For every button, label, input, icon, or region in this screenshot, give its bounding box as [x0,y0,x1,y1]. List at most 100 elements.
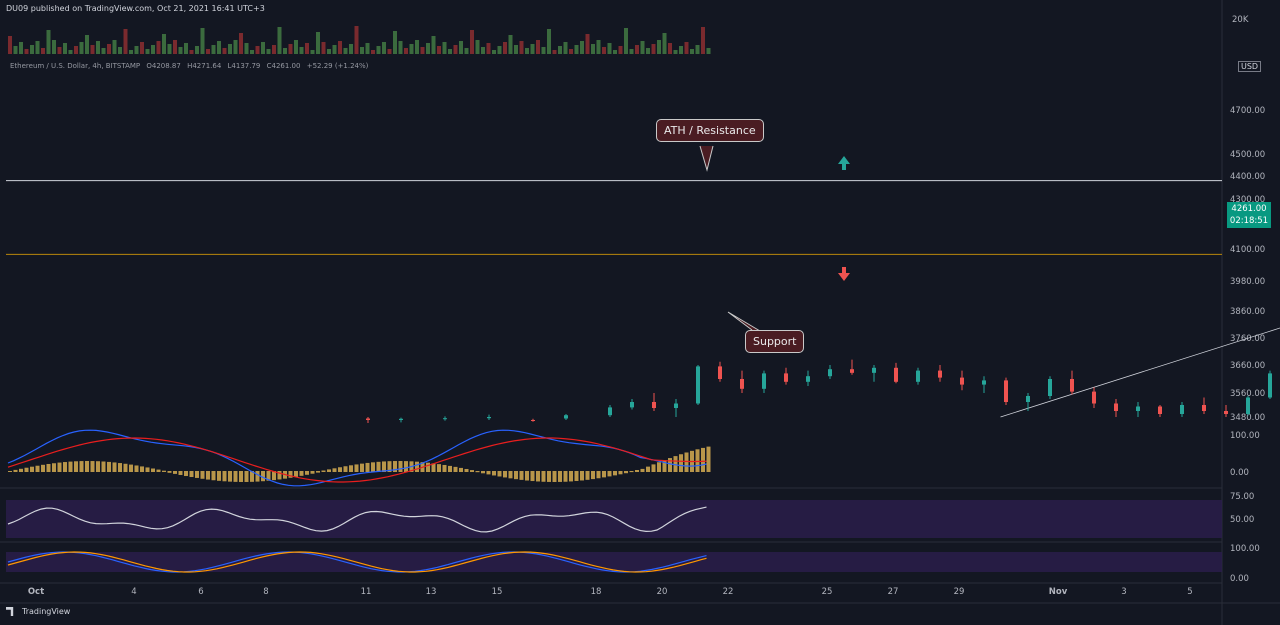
volume-bar [448,49,452,54]
macd-histogram-bar [107,461,111,472]
volume-bar [382,42,386,54]
candle-body [960,377,964,385]
candle-body [366,418,370,420]
up-arrow-icon [838,156,850,170]
volume-bar [35,41,40,54]
volume-bar [613,50,617,54]
date-tick-label: 18 [591,587,602,597]
volume-bar [536,40,540,54]
volume-bar [426,43,430,54]
down-arrow-icon [838,267,850,281]
volume-bar [52,40,56,54]
date-tick-label: 3 [1121,587,1126,597]
macd-histogram-bar [514,471,518,480]
macd-histogram-bar [96,461,100,472]
volume-bar [470,30,474,54]
price-tick-label: 3480.00 [1230,413,1265,423]
volume-bar [184,43,188,54]
volume-bar [662,33,667,54]
macd-histogram-bar [398,461,403,472]
volume-bar [415,40,419,54]
volume-bar [228,44,232,54]
macd-histogram-bar [294,471,298,477]
currency-label[interactable]: USD [1238,61,1262,72]
macd-histogram-bar [332,468,337,472]
macd-histogram-bar [448,465,452,472]
macd-histogram-bar [365,462,370,472]
rsi-band [6,500,1222,538]
macd-histogram-bar [393,461,397,472]
macd-histogram-bar [46,463,51,472]
volume-bar [272,45,276,54]
macd-histogram-bar [360,463,364,472]
macd-histogram-bar [492,471,496,476]
tradingview-logo[interactable]: TradingView [6,607,70,616]
candle-body [564,415,568,419]
macd-histogram-bar [431,463,436,472]
macd-histogram-bar [52,463,56,472]
support-pointer [727,311,761,332]
macd-histogram-bar [387,461,392,472]
macd-histogram-bar [35,465,40,472]
volume-bar [475,40,480,54]
volume-bar [618,46,623,54]
volume-bar [585,34,590,54]
macd-histogram-bar [145,467,150,472]
support-label: Support [745,330,805,353]
volume-bar [90,45,95,54]
macd-histogram-bar [486,471,491,475]
macd-tick-label: 0.00 [1230,468,1249,478]
volume-bar [580,41,584,54]
macd-histogram-bar [255,471,260,482]
macd-histogram-bar [239,471,243,482]
candle-body [696,366,700,404]
ohlc-change: +52.29 (+1.24%) [306,62,369,70]
volume-bar [167,44,172,54]
volume-bar [57,47,62,54]
volume-bar [492,50,496,54]
macd-histogram-bar [305,471,309,475]
volume-bar [404,48,408,54]
macd-histogram-bar [156,469,161,472]
macd-histogram-bar [338,467,342,472]
volume-bar [525,48,529,54]
volume-bar [250,50,254,54]
volume-bar [294,40,298,54]
macd-histogram-bar [343,466,348,472]
candle-body [608,407,612,416]
candle-body [740,379,744,389]
volume-bar [206,49,210,54]
macd-histogram-bar [442,464,447,472]
volume-bar [189,50,194,54]
candle-body [1136,406,1140,411]
macd-histogram-bar [552,471,557,482]
macd-histogram-bar [706,446,711,472]
macd-histogram-bar [684,452,689,472]
symbol-name: Ethereum / U.S. Dollar, 4h, BITSTAMP [10,62,141,70]
macd-histogram-bar [19,468,23,472]
volume-bar [530,44,535,54]
volume-bar [552,50,557,54]
date-tick-label: 13 [426,587,437,597]
candle-body [784,373,788,382]
publisher-caption: DU09 published on TradingView.com, Oct 2… [6,4,265,13]
macd-histogram-bar [189,471,194,478]
date-tick-label: 27 [888,587,899,597]
candle-body [916,370,920,382]
candle-body [982,380,986,385]
volume-bar [118,47,122,54]
macd-histogram-bar [228,471,232,482]
macd-histogram-bar [525,471,529,481]
macd-histogram-bar [173,471,177,474]
volume-bar [156,41,161,54]
macd-histogram-bar [662,460,667,472]
macd-histogram-bar [497,471,502,477]
volume-bar [431,36,436,54]
volume-bar [8,36,12,54]
candle-body [762,373,766,389]
ohlc-high: H4271.64 [187,62,222,70]
candle-body [630,402,634,408]
macd-histogram-bar [624,471,628,474]
volume-bar [195,46,199,54]
